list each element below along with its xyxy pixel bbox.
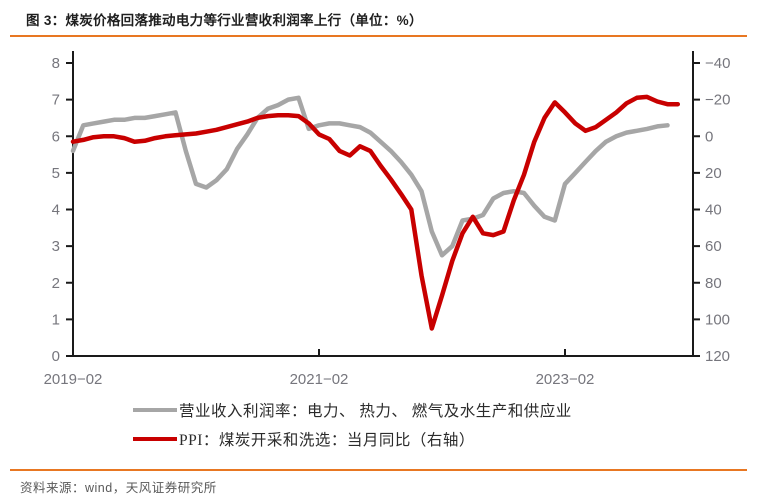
figure-footer: 资料来源：wind，天风证券研究所 xyxy=(10,469,747,496)
chart-area: 8 7 6 5 4 3 2 1 0 −40 −20 0 20 40 60 80 100 120 2019−02 202… xyxy=(0,37,757,402)
figure-title: 图 3：煤炭价格回落推动电力等行业营收利润率上行（单位：%） xyxy=(26,13,423,28)
svg-text:−20: −20 xyxy=(705,92,730,109)
legend-item-ppi: PPI：煤炭开采和洗选：当月同比（右轴） xyxy=(133,428,572,450)
svg-text:2: 2 xyxy=(52,275,60,292)
svg-text:8: 8 xyxy=(52,55,60,72)
red-line-swatch-icon xyxy=(133,436,177,442)
svg-text:100: 100 xyxy=(705,311,730,328)
source-text: 资料来源：wind，天风证券研究所 xyxy=(20,481,217,495)
svg-text:−40: −40 xyxy=(705,55,730,72)
svg-text:60: 60 xyxy=(705,238,722,255)
svg-text:2023−02: 2023−02 xyxy=(536,371,595,388)
line-chart: 8 7 6 5 4 3 2 1 0 −40 −20 0 20 40 60 80 100 120 2019−02 202… xyxy=(44,51,730,388)
svg-text:20: 20 xyxy=(705,165,722,182)
figure-header: 图 3：煤炭价格回落推动电力等行业营收利润率上行（单位：%） xyxy=(10,0,747,37)
svg-text:4: 4 xyxy=(52,202,60,219)
legend-item-margin: 营业收入利润率：电力、 热力、 燃气及水生产和供应业 xyxy=(133,399,572,421)
svg-text:7: 7 xyxy=(52,92,60,109)
svg-text:6: 6 xyxy=(52,128,60,145)
chart-legend: 营业收入利润率：电力、 热力、 燃气及水生产和供应业 PPI：煤炭开采和洗选：当… xyxy=(133,399,572,450)
svg-text:120: 120 xyxy=(705,348,730,365)
svg-text:0: 0 xyxy=(52,348,60,365)
svg-text:40: 40 xyxy=(705,202,722,219)
svg-text:1: 1 xyxy=(52,311,60,328)
svg-text:5: 5 xyxy=(52,165,60,182)
legend-label-ppi: PPI：煤炭开采和洗选：当月同比（右轴） xyxy=(179,432,475,449)
svg-text:2019−02: 2019−02 xyxy=(44,371,103,388)
svg-text:3: 3 xyxy=(52,238,60,255)
svg-text:80: 80 xyxy=(705,275,722,292)
svg-text:0: 0 xyxy=(705,128,713,145)
svg-text:2021−02: 2021−02 xyxy=(290,371,349,388)
legend-label-margin: 营业收入利润率：电力、 热力、 燃气及水生产和供应业 xyxy=(179,403,572,420)
gray-line-swatch-icon xyxy=(133,407,177,413)
